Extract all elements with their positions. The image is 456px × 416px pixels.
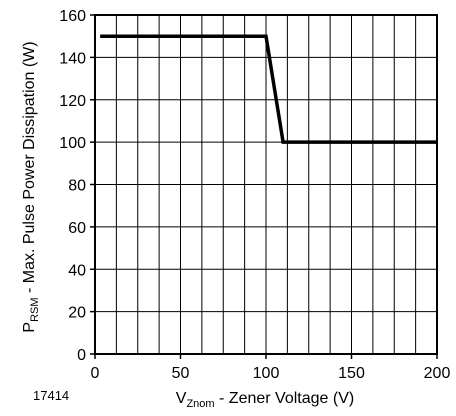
x-tick-label: 0	[91, 365, 100, 382]
y-tick-label: 160	[59, 8, 86, 25]
y-tick-label: 140	[59, 50, 86, 67]
x-tick-labels: 0 50 100 150 200	[91, 365, 451, 382]
x-tick-label: 50	[172, 365, 190, 382]
grid	[95, 15, 437, 354]
figure-id: 17414	[33, 388, 69, 403]
y-tick-label: 20	[68, 305, 86, 322]
x-tick-label: 100	[253, 365, 280, 382]
y-tick-label: 0	[77, 347, 86, 364]
x-axis-title: VZnom - Zener Voltage (V)	[176, 390, 354, 410]
y-axis-title: PRSM - Max. Pulse Power Dissipation (W)	[21, 41, 41, 332]
series-line	[100, 34, 437, 144]
x-tick-label: 150	[338, 365, 365, 382]
series-points	[100, 36, 438, 143]
axis-ticks	[90, 14, 438, 359]
x-tick-label: 200	[424, 365, 451, 382]
y-tick-label: 80	[68, 178, 86, 195]
y-tick-labels: 0 20 40 60 80 100 120 140 160	[59, 8, 86, 364]
y-tick-label: 60	[68, 220, 86, 237]
y-tick-label: 40	[68, 262, 86, 279]
y-tick-label: 100	[59, 135, 86, 152]
y-tick-label: 120	[59, 93, 86, 110]
